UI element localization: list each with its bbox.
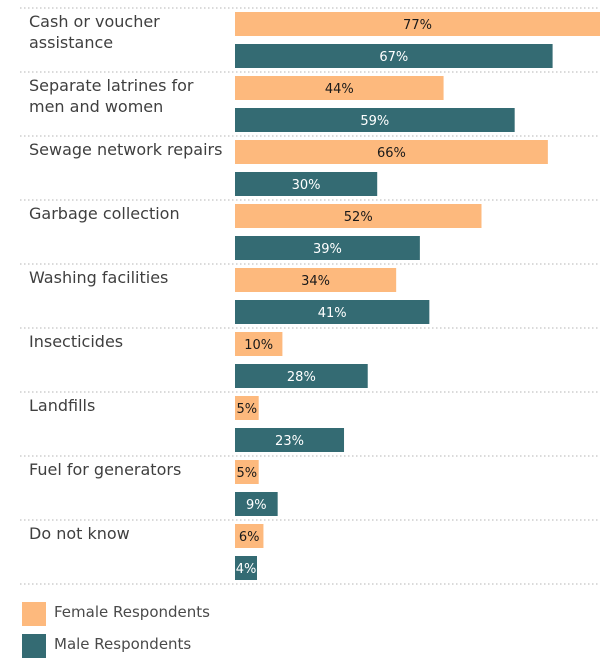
bar-male	[235, 300, 430, 324]
legend-item-female: Female Respondents	[22, 600, 282, 626]
bar-female	[235, 524, 264, 548]
data-label-female: 5%	[237, 402, 258, 417]
bar-male	[235, 236, 420, 260]
data-label-female: 77%	[403, 18, 432, 33]
legend-item-male: Male Respondents	[22, 632, 282, 658]
category-label: Do not know	[29, 524, 130, 543]
bar-male	[235, 428, 345, 452]
data-label-female: 5%	[237, 466, 258, 481]
category-label: Washing facilities	[29, 268, 168, 287]
bar-female	[235, 396, 259, 420]
data-label-male: 9%	[246, 498, 267, 513]
data-label-female: 66%	[377, 146, 406, 161]
legend-swatch-male	[22, 634, 46, 658]
bar-male	[235, 172, 378, 196]
data-label-male: 39%	[313, 242, 342, 257]
category-label: Insecticides	[29, 332, 123, 351]
data-label-male: 23%	[275, 434, 304, 449]
bar-male	[235, 44, 553, 68]
category-label: Landfills	[29, 396, 95, 415]
bar-female	[235, 140, 548, 164]
bar-male	[235, 364, 368, 388]
data-label-female: 10%	[244, 338, 273, 353]
data-label-male: 59%	[360, 114, 389, 129]
bar-female	[235, 460, 259, 484]
category-label: Sewage network repairs	[29, 140, 222, 159]
data-label-male: 28%	[287, 370, 316, 385]
data-label-male: 41%	[318, 306, 347, 321]
bar-male	[235, 108, 515, 132]
data-label-male: 4%	[236, 562, 257, 577]
data-label-female: 52%	[344, 210, 373, 225]
bar-chart: Cash or voucher assistance 77% 67% Separate …	[20, 7, 600, 585]
category-label: Separate latrines for	[29, 76, 194, 95]
category-label: Garbage collection	[29, 204, 180, 223]
data-label-female: 44%	[325, 82, 354, 97]
data-label-male: 67%	[379, 50, 408, 65]
category-label: Cash or voucher	[29, 12, 160, 31]
bar-female	[235, 12, 600, 36]
category-label: men and women	[29, 97, 163, 116]
data-label-female: 6%	[239, 530, 260, 545]
legend-swatch-female	[22, 602, 46, 626]
legend-label-male: Male Respondents	[54, 635, 192, 653]
bar-female	[235, 268, 397, 292]
legend-label-female: Female Respondents	[54, 603, 210, 621]
bar-female	[235, 204, 482, 228]
bar-female	[235, 332, 283, 356]
bar-female	[235, 76, 444, 100]
data-label-female: 34%	[301, 274, 330, 289]
data-label-male: 30%	[292, 178, 321, 193]
category-label: Fuel for generators	[29, 460, 181, 479]
category-label: assistance	[29, 33, 113, 52]
bar-male	[235, 556, 257, 580]
bar-male	[235, 492, 278, 516]
